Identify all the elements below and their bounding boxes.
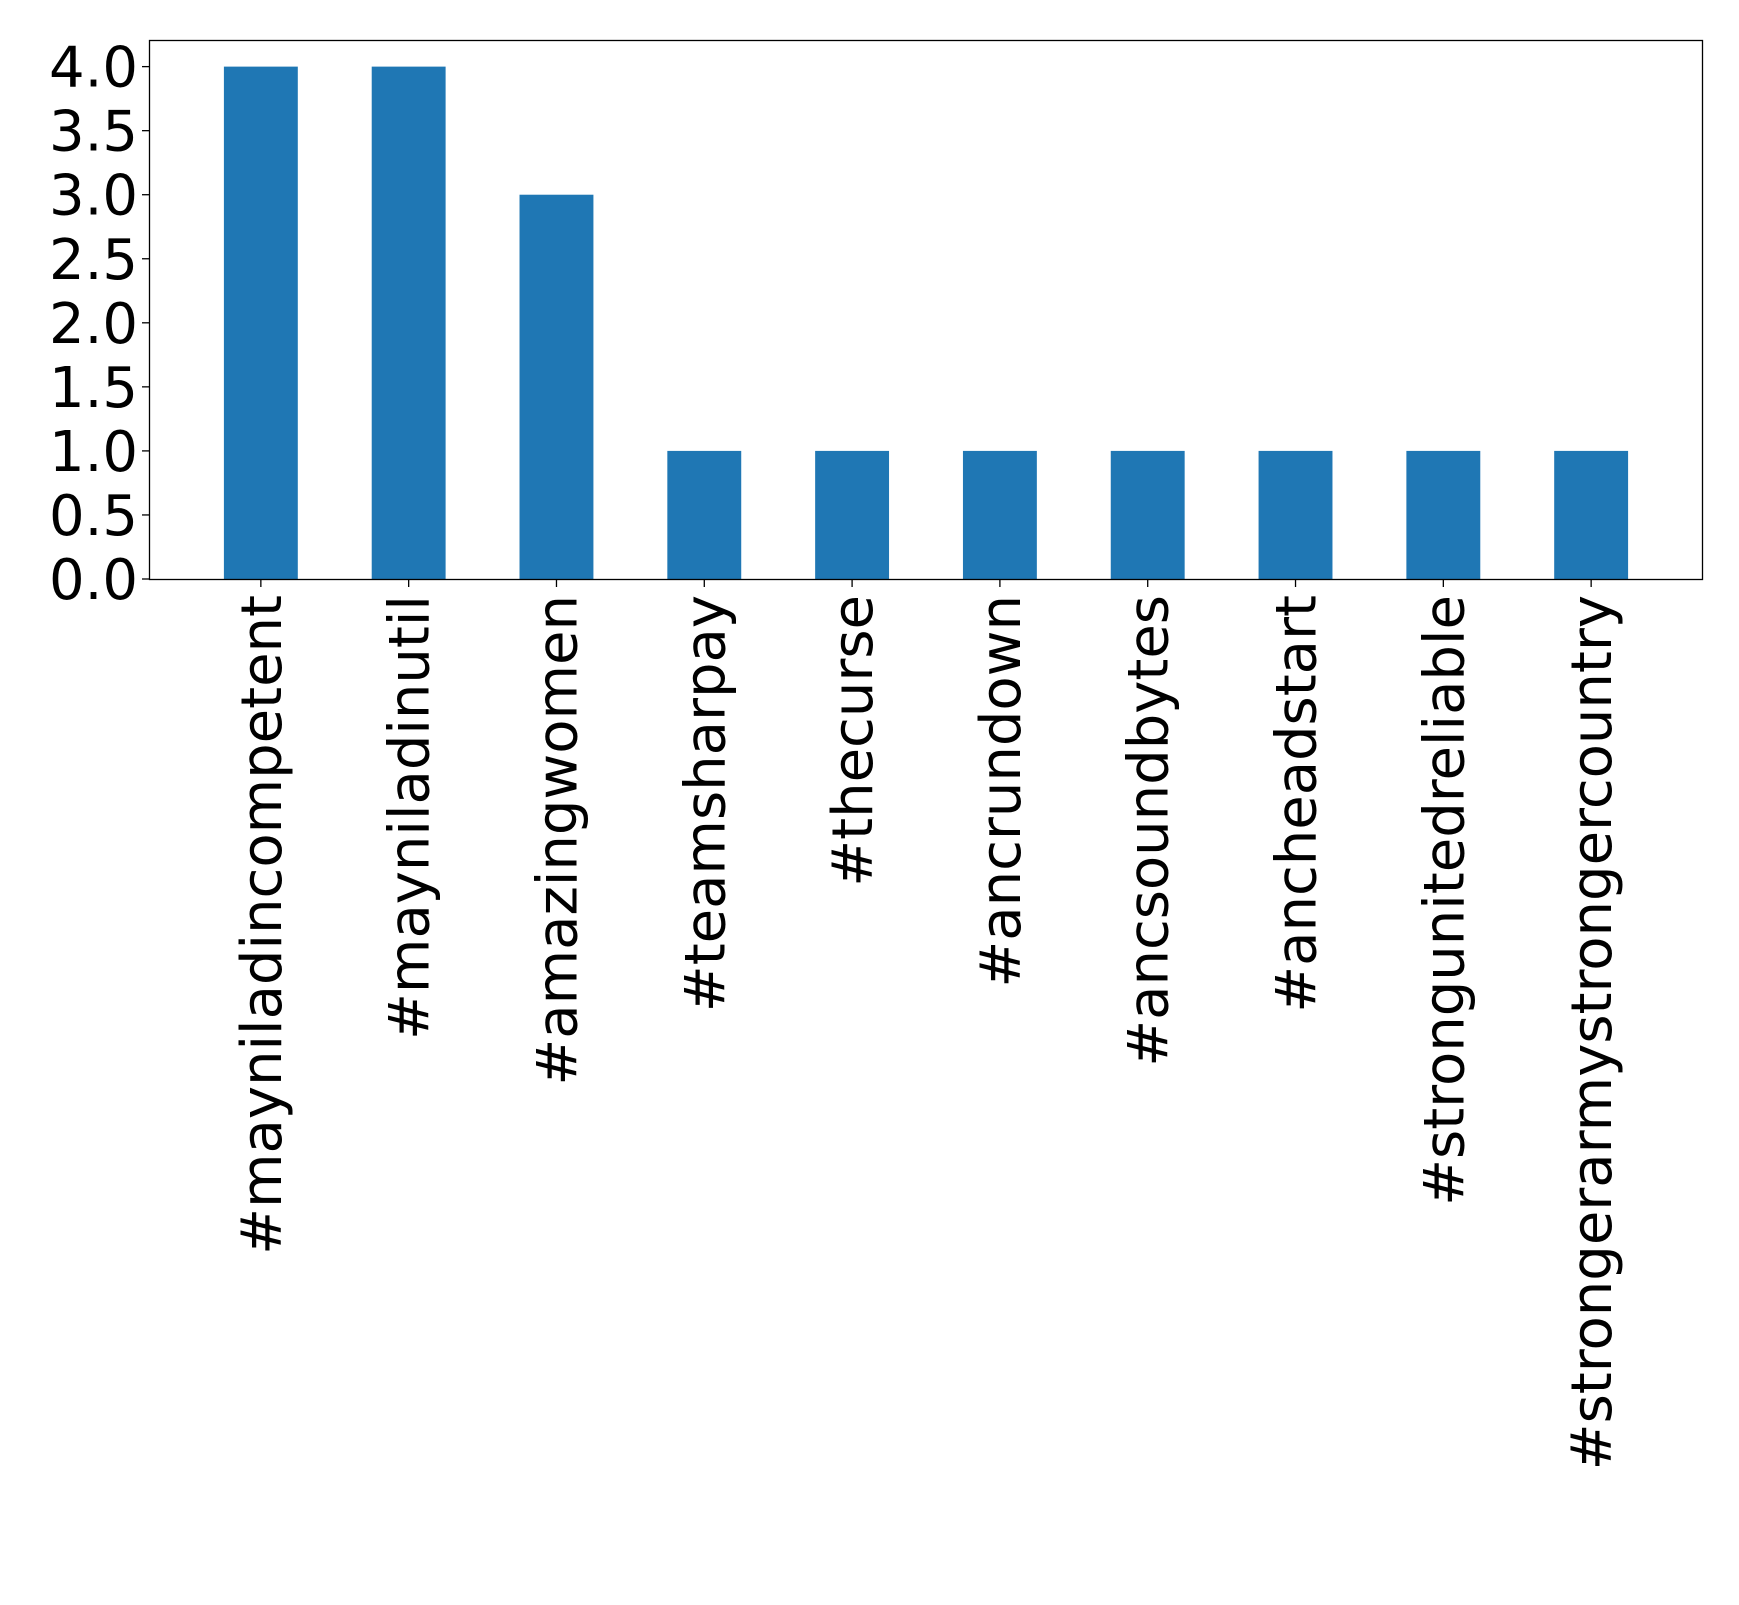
y-tick-label: 2.0 bbox=[49, 292, 138, 357]
bar-9 bbox=[1554, 450, 1629, 579]
y-tick-label: 1.0 bbox=[49, 420, 138, 485]
y-tick-label: 4.0 bbox=[49, 36, 138, 101]
y-tick-label: 2.5 bbox=[49, 228, 138, 293]
y-axis: 0.00.51.01.52.02.53.03.54.0 bbox=[49, 36, 150, 613]
bar-5 bbox=[962, 450, 1037, 579]
x-tick-label: #ancheadstart bbox=[1265, 595, 1330, 1013]
y-tick-label: 0.0 bbox=[49, 548, 138, 613]
bar-2 bbox=[519, 194, 594, 579]
bar-4 bbox=[815, 450, 890, 579]
x-tick-label: #mayniladincompetent bbox=[230, 595, 295, 1255]
x-tick-label: #ancrundown bbox=[969, 595, 1034, 988]
x-tick-label: #thecurse bbox=[821, 595, 886, 887]
x-axis: #mayniladincompetent #mayniladinutil #amaz… bbox=[230, 579, 1625, 1470]
x-tick-label: #amazingwomen bbox=[525, 595, 590, 1086]
bar-3 bbox=[667, 450, 742, 579]
bar-8 bbox=[1406, 450, 1481, 579]
x-tick-label: #ancsoundbytes bbox=[1117, 595, 1182, 1067]
bars-group bbox=[223, 66, 1629, 580]
bar-7 bbox=[1258, 450, 1333, 579]
y-tick-label: 3.5 bbox=[49, 100, 138, 165]
y-tick-label: 1.5 bbox=[49, 356, 138, 421]
bar-1 bbox=[371, 66, 446, 580]
bar-0 bbox=[223, 66, 298, 580]
y-tick-label: 3.0 bbox=[49, 164, 138, 229]
y-tick-label: 0.5 bbox=[49, 484, 138, 549]
x-tick-label: #teamsharpay bbox=[673, 595, 738, 1012]
x-tick-label: #mayniladinutil bbox=[378, 595, 443, 1040]
x-tick-label: #strongerarmystrongercountry bbox=[1560, 595, 1625, 1470]
x-tick-label: #strongunitedreliable bbox=[1412, 595, 1477, 1206]
plot-frame bbox=[148, 39, 1704, 581]
bar-6 bbox=[1110, 450, 1185, 579]
